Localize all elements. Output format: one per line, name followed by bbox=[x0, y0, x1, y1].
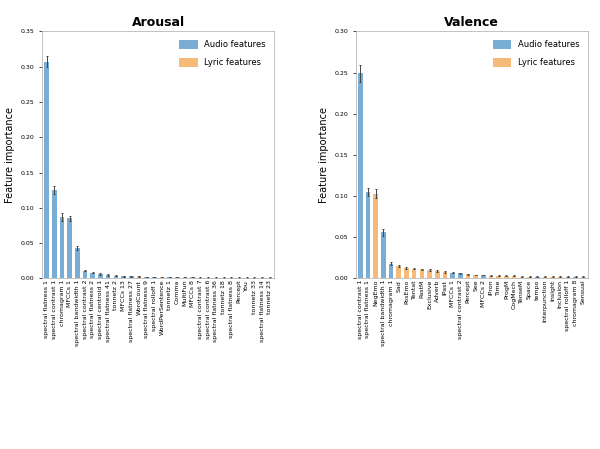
Bar bbox=[221, 277, 226, 278]
Bar bbox=[397, 266, 401, 278]
Bar bbox=[496, 276, 501, 278]
Bar bbox=[236, 277, 241, 278]
Bar bbox=[504, 276, 509, 278]
Bar bbox=[152, 277, 157, 278]
Bar bbox=[83, 271, 88, 278]
Bar bbox=[419, 269, 424, 278]
Bar bbox=[412, 269, 416, 278]
Bar bbox=[581, 277, 586, 278]
Bar bbox=[244, 277, 249, 278]
Bar bbox=[268, 277, 272, 278]
Bar bbox=[489, 276, 493, 278]
Bar bbox=[520, 277, 524, 278]
Bar bbox=[137, 276, 141, 278]
Bar bbox=[558, 277, 563, 278]
Bar bbox=[75, 248, 80, 278]
Bar bbox=[67, 218, 72, 278]
Bar bbox=[550, 277, 555, 278]
Bar bbox=[260, 277, 265, 278]
Bar bbox=[404, 268, 409, 278]
Bar bbox=[106, 275, 110, 278]
Title: Arousal: Arousal bbox=[131, 16, 185, 29]
Bar bbox=[450, 273, 455, 278]
Bar bbox=[206, 277, 211, 278]
Bar bbox=[129, 276, 134, 278]
Bar bbox=[252, 277, 257, 278]
Bar bbox=[59, 217, 64, 278]
Bar bbox=[527, 277, 532, 278]
Bar bbox=[389, 264, 394, 278]
Bar bbox=[91, 273, 95, 278]
Bar bbox=[229, 277, 233, 278]
Bar bbox=[435, 271, 440, 278]
Bar bbox=[44, 62, 49, 278]
Bar bbox=[52, 190, 56, 278]
Bar bbox=[373, 194, 378, 278]
Bar bbox=[473, 275, 478, 278]
Bar bbox=[542, 277, 547, 278]
Bar bbox=[566, 277, 571, 278]
Legend: Audio features, Lyric features: Audio features, Lyric features bbox=[489, 35, 584, 71]
Bar bbox=[198, 277, 203, 278]
Bar bbox=[466, 274, 470, 278]
Legend: Audio features, Lyric features: Audio features, Lyric features bbox=[175, 35, 270, 71]
Bar bbox=[160, 277, 164, 278]
Bar bbox=[183, 277, 187, 278]
Bar bbox=[535, 277, 539, 278]
Bar bbox=[512, 276, 517, 278]
Y-axis label: Feature importance: Feature importance bbox=[319, 107, 329, 203]
Bar bbox=[113, 276, 118, 278]
Bar bbox=[214, 277, 218, 278]
Bar bbox=[358, 73, 362, 278]
Title: Valence: Valence bbox=[445, 16, 499, 29]
Bar bbox=[574, 277, 578, 278]
Bar bbox=[121, 276, 126, 278]
Bar bbox=[167, 277, 172, 278]
Bar bbox=[98, 274, 103, 278]
Bar bbox=[365, 192, 370, 278]
Bar bbox=[175, 277, 180, 278]
Bar bbox=[481, 275, 485, 278]
Bar bbox=[145, 277, 149, 278]
Bar bbox=[381, 232, 386, 278]
Bar bbox=[190, 277, 195, 278]
Bar bbox=[443, 272, 447, 278]
Bar bbox=[427, 270, 432, 278]
Y-axis label: Feature importance: Feature importance bbox=[5, 107, 15, 203]
Bar bbox=[458, 273, 463, 278]
